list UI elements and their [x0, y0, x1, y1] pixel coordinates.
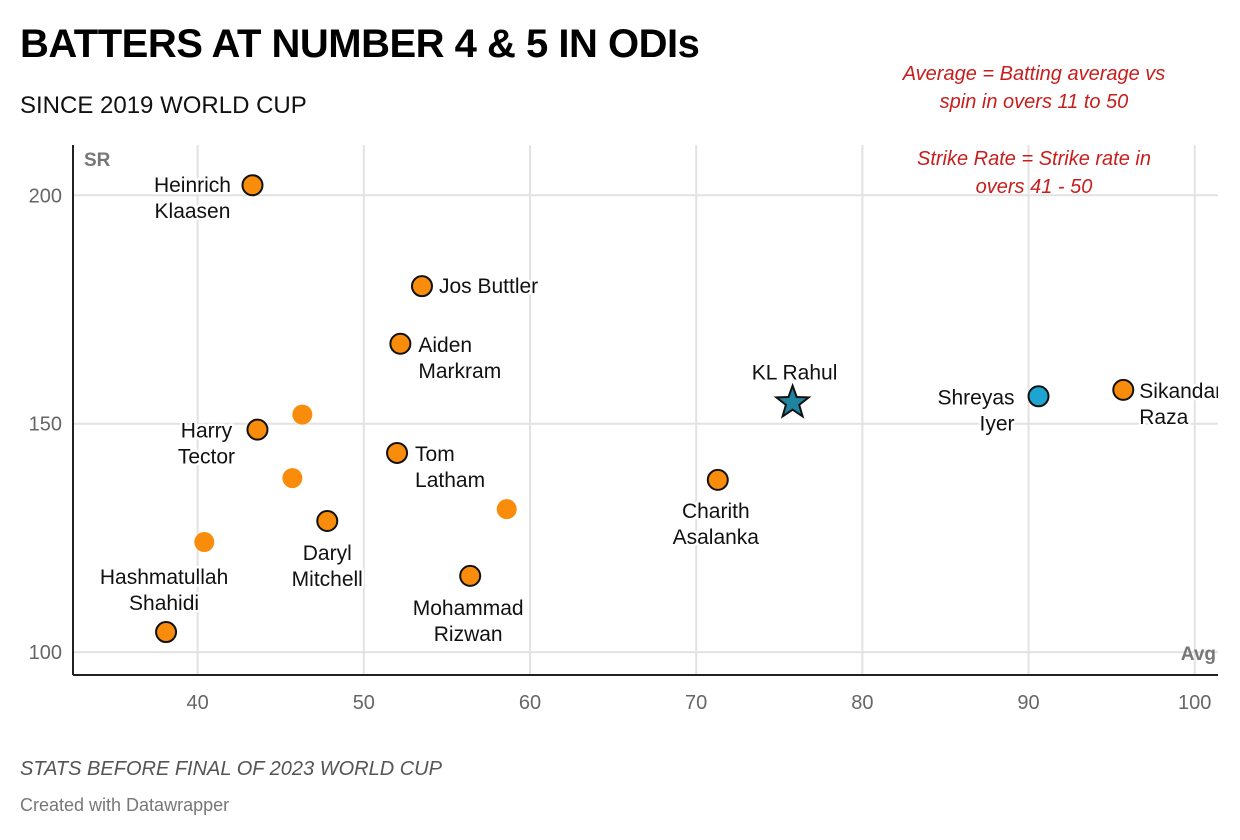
data-point [316, 510, 339, 533]
y-tick-label: 200 [29, 185, 62, 207]
x-tick-label: 70 [685, 692, 707, 714]
point-label: Shreyas [937, 386, 1014, 409]
x-tick-label: 40 [187, 692, 209, 714]
footnote: STATS BEFORE FINAL OF 2023 WORLD CUP [20, 758, 442, 780]
point-label: KL Rahul [752, 362, 838, 385]
point-label: Charith [682, 500, 750, 523]
annotation-text: overs 41 - 50 [976, 176, 1093, 198]
x-tick-label: 80 [851, 692, 873, 714]
star-marker [773, 382, 812, 419]
point-label: Tom [415, 443, 455, 466]
annotation-text: spin in overs 11 to 50 [940, 91, 1129, 113]
x-tick-label: 60 [519, 692, 541, 714]
credit-link[interactable]: Created with Datawrapper [20, 795, 230, 815]
point-label: Jos Buttler [439, 275, 538, 298]
point-label: Heinrich [154, 174, 231, 197]
point-label: Mitchell [292, 568, 363, 591]
data-point [241, 174, 264, 197]
point-label: Rizwan [434, 623, 503, 646]
point-label: Klaasen [155, 200, 231, 223]
x-tick-label: 100 [1178, 692, 1211, 714]
point-label: Mohammad [413, 597, 524, 620]
x-axis-label: Avg [1181, 644, 1216, 665]
data-point [282, 468, 303, 489]
y-tick-label: 100 [29, 642, 62, 664]
chart-title: BATTERS AT NUMBER 4 & 5 IN ODIs [20, 22, 700, 66]
x-tick-label: 50 [353, 692, 375, 714]
data-point [1027, 385, 1050, 408]
point-label: Hashmatullah [100, 566, 228, 589]
annotation-text: Average = Batting average vs [902, 63, 1166, 85]
point-label: Iyer [980, 412, 1015, 435]
data-point [389, 332, 412, 355]
data-point [246, 418, 269, 441]
y-tick-label: 150 [29, 414, 62, 436]
point-label: Asalanka [673, 526, 760, 549]
y-axis-label: SR [84, 150, 111, 171]
data-point [1112, 378, 1135, 401]
data-point [292, 404, 313, 425]
data-point [194, 532, 215, 553]
points-layer: Heinrich Klaasen Jos Buttler Aiden Markram Ha… [97, 172, 1222, 649]
point-label: Daryl [303, 542, 352, 565]
point-label: Markram [418, 360, 501, 383]
data-point [386, 441, 409, 464]
data-point [496, 499, 517, 520]
point-label: Raza [1139, 406, 1188, 429]
point-label: Harry [181, 420, 233, 443]
chart-subtitle: SINCE 2019 WORLD CUP [20, 92, 307, 119]
point-label: Aiden [418, 334, 472, 357]
data-point [410, 275, 433, 298]
annotation-text: Strike Rate = Strike rate in [917, 148, 1151, 170]
point-label: Shahidi [129, 592, 199, 615]
point-label: Latham [415, 469, 485, 492]
point-label: Tector [178, 446, 235, 469]
x-tick-label: 90 [1017, 692, 1039, 714]
data-point [706, 468, 729, 491]
data-point [459, 564, 482, 587]
data-point [155, 621, 178, 644]
point-label: Sikandar [1139, 380, 1222, 403]
